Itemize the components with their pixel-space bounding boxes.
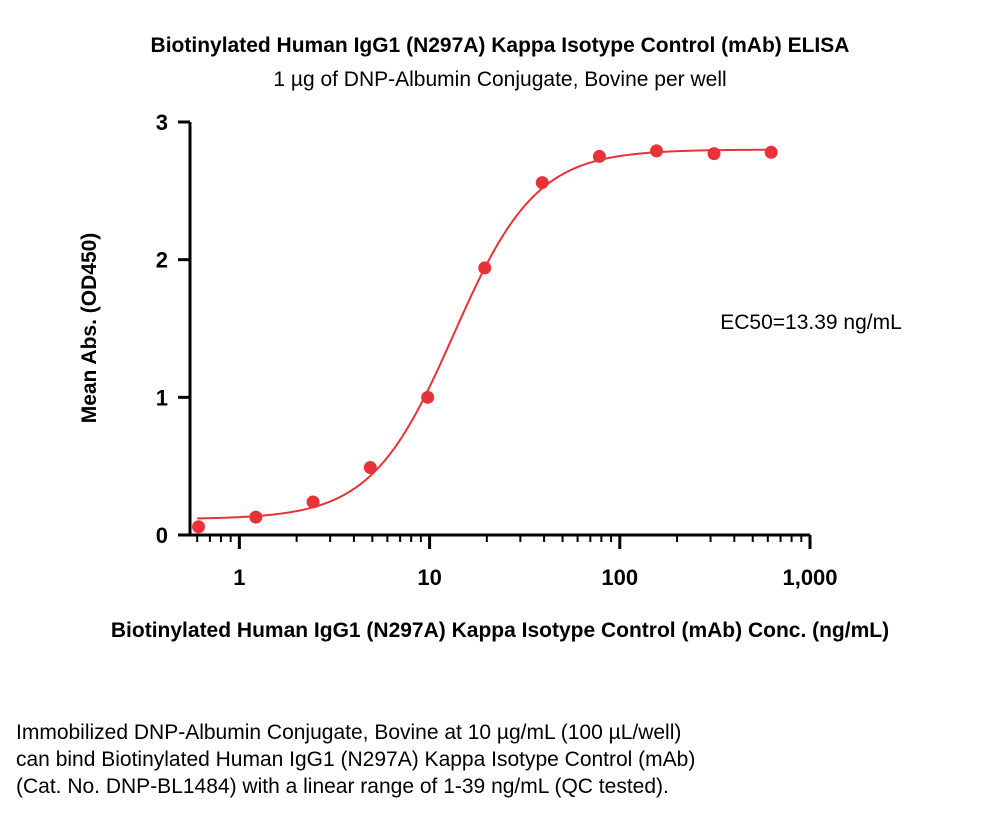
y-tick-label: 1 xyxy=(156,385,168,410)
data-point xyxy=(478,261,492,275)
x-tick-label: 100 xyxy=(601,565,638,590)
caption-line: Immobilized DNP-Albumin Conjugate, Bovin… xyxy=(16,721,682,744)
fit-curve-group xyxy=(197,148,772,520)
caption-line: (Cat. No. DNP-BL1484) with a linear rang… xyxy=(16,775,669,798)
ec50-annotation: EC50=13.39 ng/mL xyxy=(720,311,902,334)
data-point xyxy=(592,149,606,163)
data-point xyxy=(650,144,664,158)
fit-curve xyxy=(197,148,772,520)
y-tick-label: 2 xyxy=(156,248,168,273)
y-tick-label: 0 xyxy=(156,523,168,548)
caption-line: can bind Biotinylated Human IgG1 (N297A)… xyxy=(16,748,696,771)
caption: Immobilized DNP-Albumin Conjugate, Bovin… xyxy=(16,719,976,800)
data-point xyxy=(306,495,320,509)
x-axis-label: Biotinylated Human IgG1 (N297A) Kappa Is… xyxy=(111,619,889,642)
data-point xyxy=(249,510,263,524)
data-point xyxy=(764,145,778,159)
chart-subtitle: 1 µg of DNP-Albumin Conjugate, Bovine pe… xyxy=(273,68,727,91)
data-points-group xyxy=(192,144,778,534)
elisa-chart: 0 1 2 3 1 10 100 1,000 Mean Abs. (OD450) Biotin… xyxy=(78,110,902,642)
y-axis-label: Mean Abs. (OD450) xyxy=(78,233,101,424)
data-point xyxy=(421,390,435,404)
data-point xyxy=(363,461,377,475)
chart-title: Biotinylated Human IgG1 (N297A) Kappa Is… xyxy=(150,34,850,57)
axes: 0 1 2 3 1 10 100 1,000 xyxy=(156,110,838,590)
data-point xyxy=(192,520,206,534)
data-point xyxy=(707,147,721,161)
data-point xyxy=(535,176,549,190)
y-tick-label: 3 xyxy=(156,110,168,135)
x-tick-label: 1,000 xyxy=(782,565,837,590)
x-tick-label: 10 xyxy=(417,565,441,590)
x-tick-label: 1 xyxy=(233,565,245,590)
